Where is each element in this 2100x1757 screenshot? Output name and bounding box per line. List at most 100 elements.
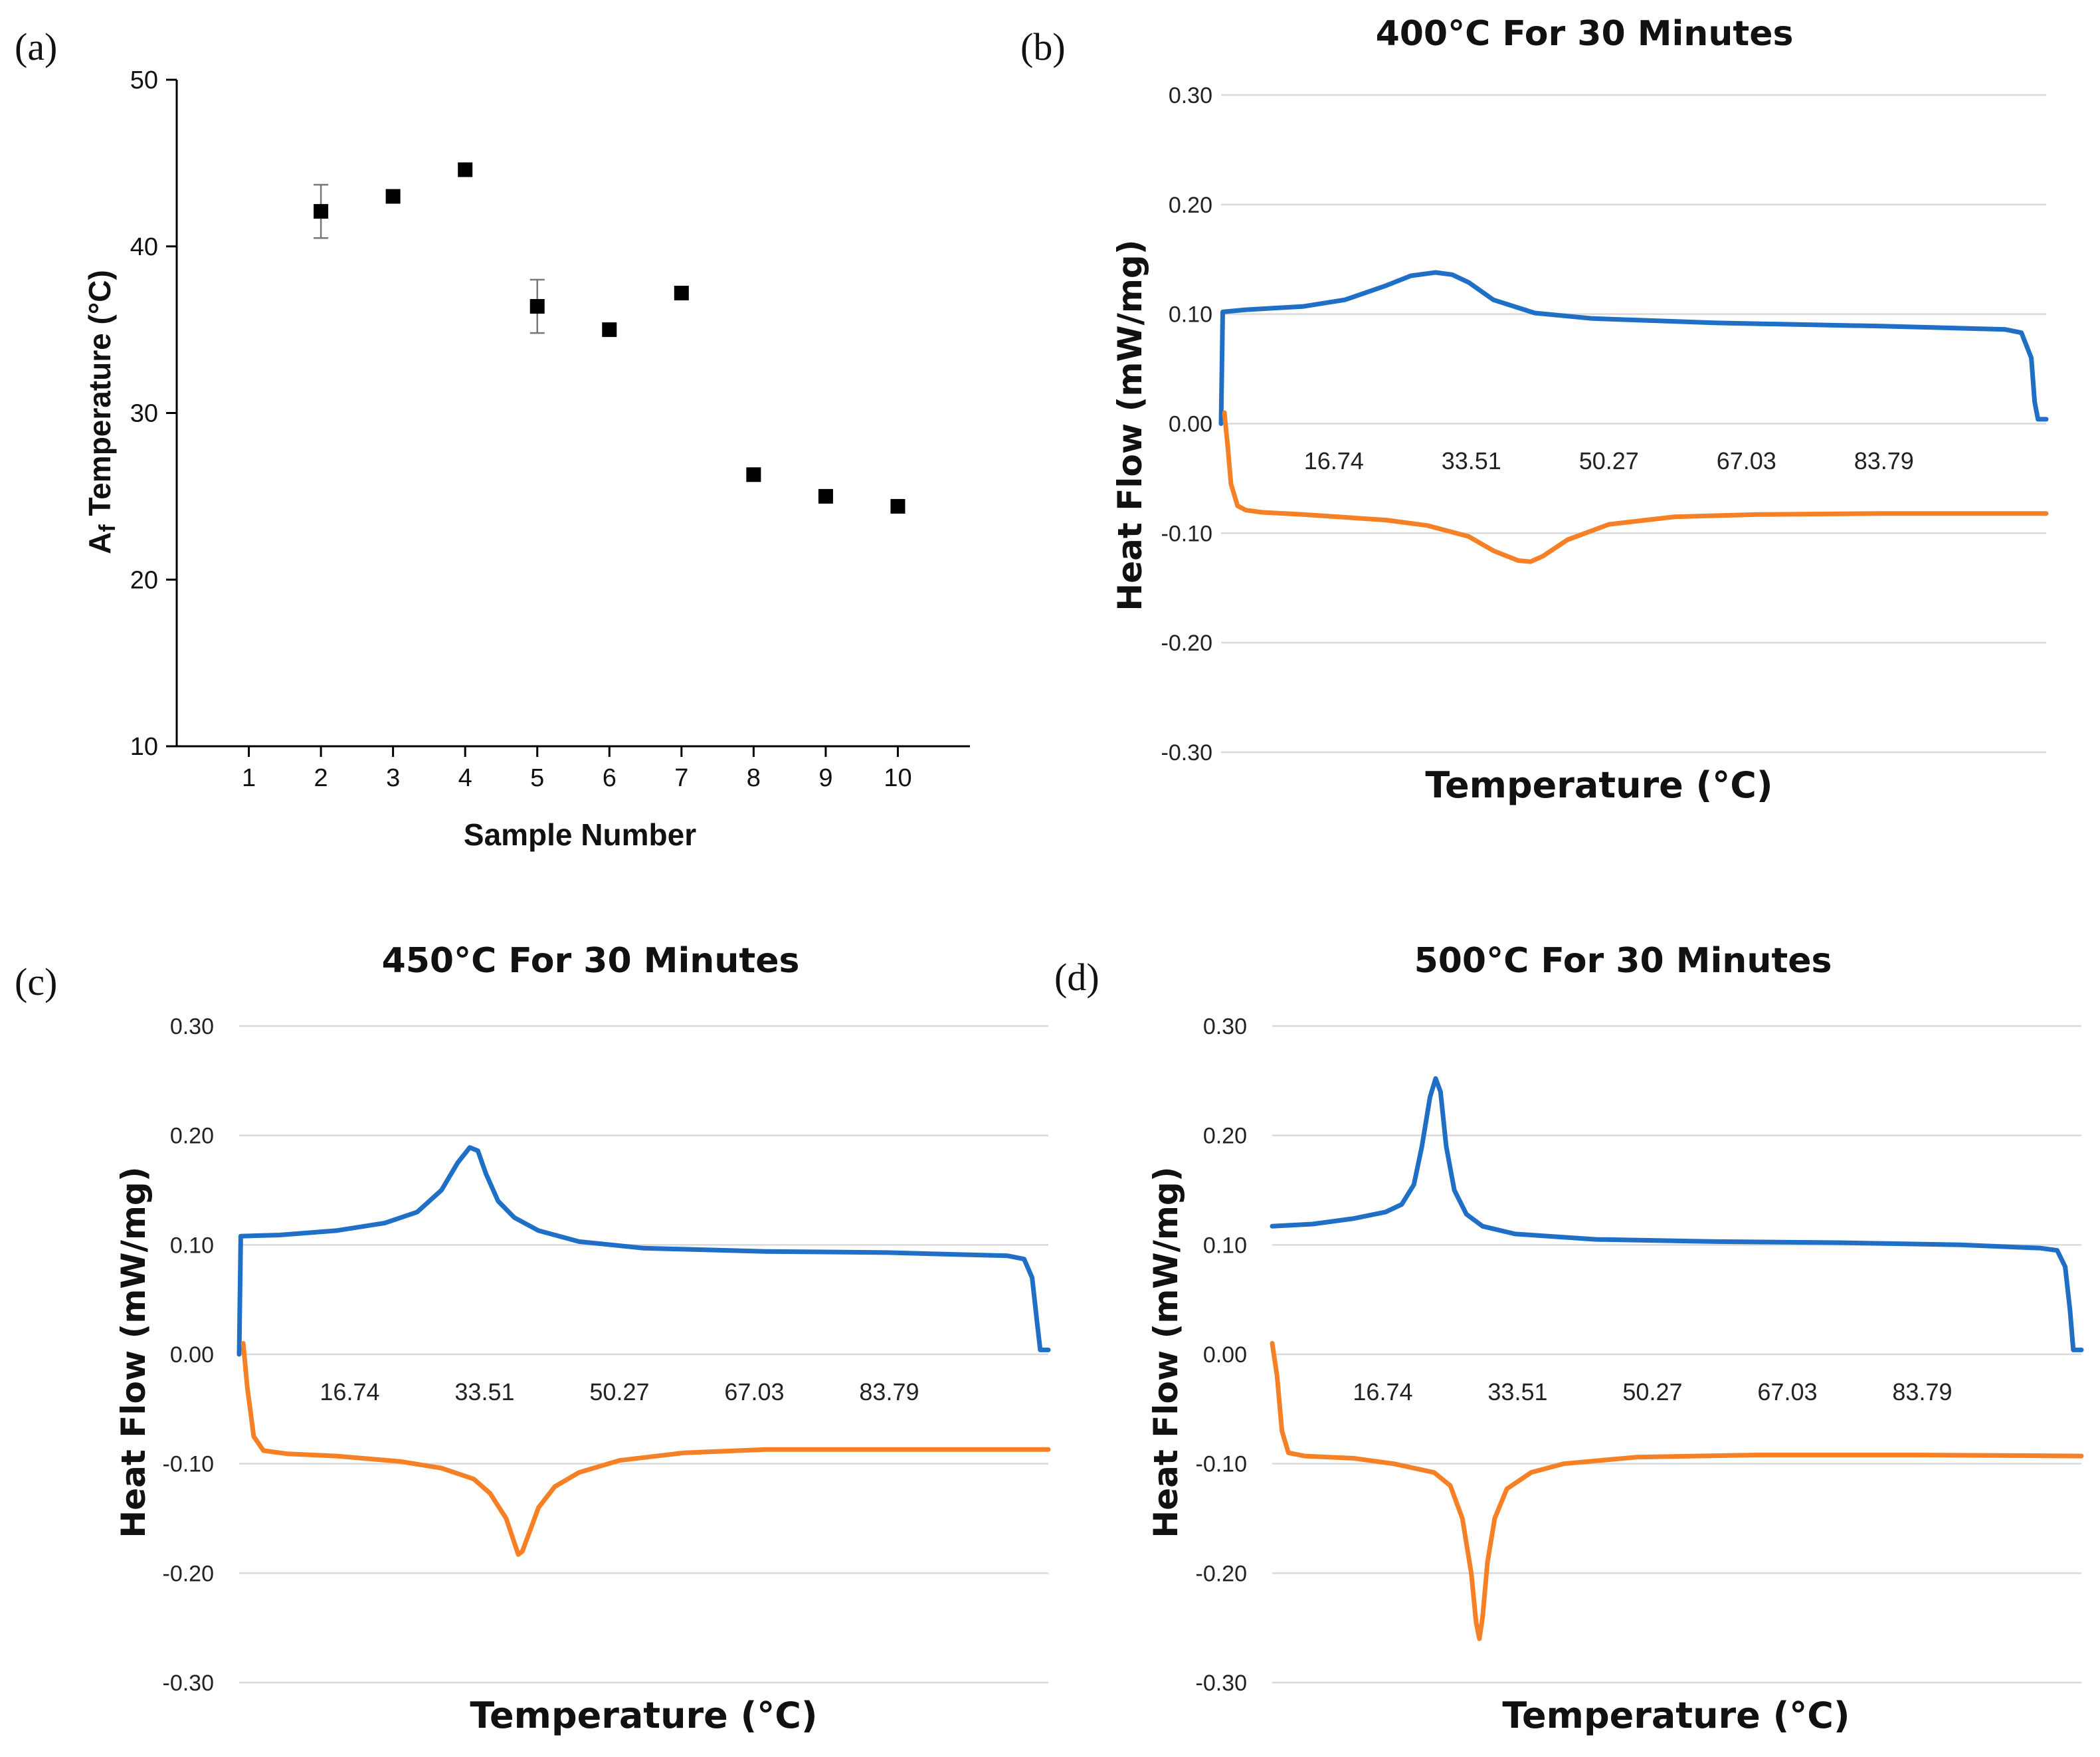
y-tick-label: 0.30	[1169, 83, 1212, 108]
y-tick-label: 0.30	[170, 1014, 214, 1039]
x-tick-label: 83.79	[1892, 1378, 1952, 1405]
cooling-curve	[1222, 410, 2049, 564]
data-point	[458, 162, 473, 177]
x-tick-label: 67.03	[1757, 1378, 1817, 1405]
y-tick-label: -0.20	[163, 1561, 215, 1586]
y-tick-label: 20	[130, 566, 158, 594]
x-tick-label: 2	[314, 764, 328, 792]
panel-label-d: (d)	[1054, 956, 1099, 999]
y-tick-labels: 0.30 0.20 0.10 0.00 -0.10 -0.20 -0.30	[1196, 1014, 1248, 1696]
x-tick-label: 6	[603, 764, 617, 792]
x-tick-labels: 16.74 33.51 50.27 67.03 83.79	[1353, 1378, 1952, 1405]
panel-a-scatter: 10 20 30 40 50 1 2 3 4 5 6 7 8 9 10 Sample Number Af …	[82, 66, 970, 852]
y-tick-labels: 0.30 0.20 0.10 0.00 -0.10 -0.20 -0.30	[163, 1014, 215, 1696]
x-tick-label: 67.03	[1717, 447, 1776, 474]
y-tick-label: -0.30	[1161, 740, 1213, 766]
y-axis-title: Af Temperature (°C)	[82, 270, 120, 554]
x-tick-label: 83.79	[1854, 447, 1914, 474]
y-tick-label: -0.10	[1196, 1452, 1248, 1477]
data-point	[674, 285, 689, 300]
y-axis-title: Heat Flow (mW/mg)	[1147, 1166, 1185, 1538]
y-tick-label: 0.20	[1203, 1124, 1247, 1149]
y-tick-label: 0.00	[170, 1342, 214, 1368]
series-lines	[1218, 270, 2049, 564]
x-axis-title: Temperature (°C)	[1502, 1695, 1850, 1736]
y-axis-title-rest: Temperature (°C)	[82, 270, 117, 524]
x-tick-label: 4	[458, 764, 472, 792]
panel-b-dsc-400C: 400°C For 30 Minutes 0.30 0.20 0.10 0.00 -0.…	[1111, 14, 2049, 806]
x-axis-title: Temperature (°C)	[1425, 764, 1772, 806]
chart-title: 400°C For 30 Minutes	[1376, 14, 1794, 54]
x-tick-label: 33.51	[1442, 447, 1501, 474]
x-tick-labels: 16.74 33.51 50.27 67.03 83.79	[320, 1378, 919, 1405]
x-tick-labels: 1 2 3 4 5 6 7 8 9 10	[242, 764, 912, 792]
y-tick-label: 0.10	[1169, 302, 1212, 328]
y-tick-label: 0.00	[1203, 1342, 1247, 1368]
x-tick-label: 9	[818, 764, 832, 792]
y-tick-label: 0.10	[1203, 1233, 1247, 1258]
x-axis-title: Temperature (°C)	[470, 1695, 817, 1736]
data-point	[602, 322, 617, 338]
chart-title: 500°C For 30 Minutes	[1414, 941, 1832, 981]
x-tick-label: 67.03	[724, 1378, 784, 1405]
heating-curve	[237, 1145, 1051, 1357]
x-tick-label: 50.27	[1579, 447, 1639, 474]
y-tick-label: 0.20	[170, 1124, 214, 1149]
y-tick-labels: 10 20 30 40 50	[130, 66, 158, 761]
x-tick-label: 50.27	[1622, 1378, 1682, 1405]
y-tick-label: 10	[130, 733, 158, 761]
x-tick-label: 33.51	[1487, 1378, 1547, 1405]
gridlines	[239, 1025, 1048, 1684]
data-point	[746, 467, 761, 482]
y-tick-label: -0.10	[1161, 521, 1213, 546]
panel-label-a: (a)	[15, 25, 57, 68]
x-tick-labels: 16.74 33.51 50.27 67.03 83.79	[1304, 447, 1914, 474]
x-tick-label: 3	[386, 764, 400, 792]
y-tick-label: -0.10	[163, 1452, 215, 1477]
y-tick-label: 40	[130, 233, 158, 261]
gridlines	[1221, 94, 2046, 754]
x-axis-title: Sample Number	[464, 817, 696, 852]
x-tick-label: 10	[884, 764, 911, 792]
data-point	[385, 189, 401, 204]
x-tick-label: 5	[530, 764, 544, 792]
y-tick-label: 0.30	[1203, 1014, 1247, 1039]
x-tick-label: 7	[674, 764, 688, 792]
series-lines	[237, 1145, 1051, 1557]
y-axis-title-subscript: f	[95, 524, 120, 532]
y-tick-label: 50	[130, 66, 158, 94]
y-tick-label: -0.20	[1161, 631, 1213, 656]
x-tick-label: 8	[747, 764, 761, 792]
y-tick-label: -0.30	[1196, 1671, 1248, 1696]
panel-c-dsc-450C: 450°C For 30 Minutes 0.30 0.20 0.10 0.00 -0.…	[114, 941, 1051, 1736]
data-point	[818, 488, 833, 504]
y-tick-label: 30	[130, 400, 158, 428]
cooling-curve	[1270, 1341, 2084, 1641]
axes	[166, 78, 970, 757]
y-tick-label: 0.10	[170, 1233, 214, 1258]
data-point	[529, 299, 545, 314]
data-points	[314, 162, 906, 514]
x-tick-label: 50.27	[589, 1378, 649, 1405]
gridlines	[1272, 1025, 2081, 1684]
heating-curve	[1270, 1076, 2084, 1352]
cooling-curve	[240, 1341, 1051, 1557]
y-tick-label: 0.20	[1169, 193, 1212, 218]
panel-d-dsc-500C: 500°C For 30 Minutes 0.30 0.20 0.10 0.00 -0.…	[1147, 941, 2084, 1736]
heating-curve	[1218, 270, 2049, 426]
y-axis-title: Heat Flow (mW/mg)	[1111, 239, 1149, 611]
x-tick-label: 16.74	[1353, 1378, 1412, 1405]
x-tick-label: 33.51	[454, 1378, 514, 1405]
y-tick-label: -0.20	[1196, 1561, 1248, 1586]
chart-title: 450°C For 30 Minutes	[382, 941, 800, 981]
y-axis-title: Heat Flow (mW/mg)	[114, 1166, 153, 1538]
y-tick-label: 0.00	[1169, 412, 1212, 437]
x-tick-label: 16.74	[320, 1378, 379, 1405]
x-tick-label: 16.74	[1304, 447, 1364, 474]
series-lines	[1270, 1076, 2084, 1641]
y-axis-title-main: A	[82, 532, 117, 554]
panel-label-c: (c)	[15, 960, 57, 1003]
x-tick-label: 83.79	[859, 1378, 919, 1405]
data-point	[890, 498, 906, 514]
